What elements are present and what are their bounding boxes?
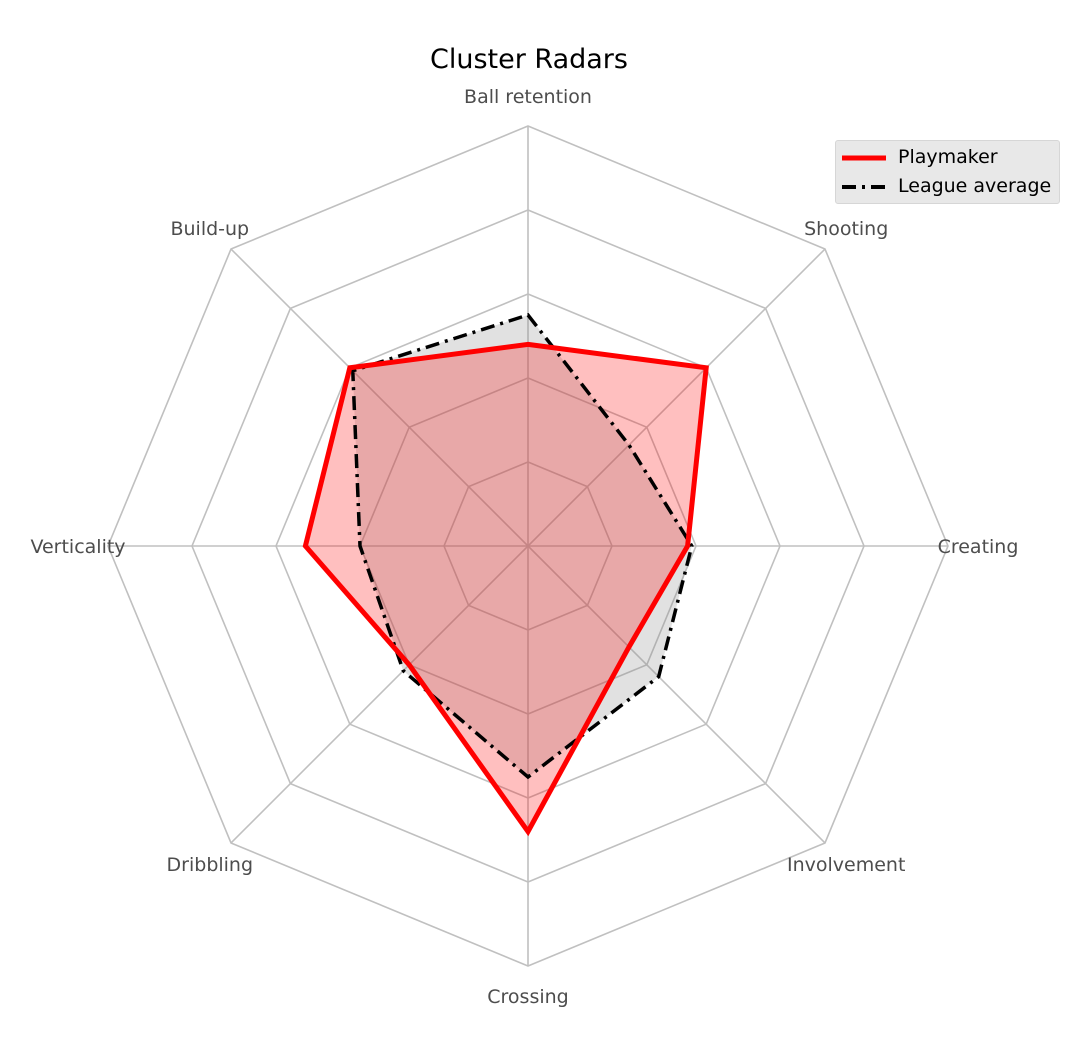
legend-swatch-league-average: [842, 185, 886, 189]
legend-item-playmaker: Playmaker: [836, 143, 1059, 173]
axis-label-involvement: Involvement: [787, 854, 905, 876]
axis-label-crossing: Crossing: [487, 986, 568, 1008]
grid-spoke-4: [527, 545, 826, 844]
chart-title: Cluster Radars: [430, 44, 628, 75]
axis-label-verticality: Verticality: [30, 536, 125, 558]
legend-item-league-average: League average: [836, 172, 1059, 202]
grid-spoke-6: [230, 545, 529, 844]
legend-swatch-playmaker: [842, 155, 886, 161]
legend: Playmaker League average: [835, 140, 1060, 204]
legend-label-league-average: League average: [898, 175, 1052, 197]
series-fill-league-average: [352, 315, 692, 777]
axis-label-ball-retention: Ball retention: [464, 86, 592, 108]
radar-axis-labels: Ball retention Shooting Creating Involvemen…: [30, 86, 1018, 1008]
axis-label-build-up: Build-up: [170, 218, 249, 240]
series-line-league-average: [350, 312, 694, 780]
series-fill-playmaker: [305, 344, 707, 832]
radar-grid: [107, 125, 949, 967]
axis-label-dribbling: Dribbling: [167, 854, 254, 876]
axis-label-creating: Creating: [938, 536, 1019, 558]
radar-series: [302, 312, 709, 837]
grid-spoke-8: [230, 248, 529, 547]
series-line-playmaker: [302, 341, 709, 837]
grid-spoke-2: [527, 248, 826, 547]
axis-label-shooting: Shooting: [804, 218, 888, 240]
legend-label-playmaker: Playmaker: [898, 146, 998, 168]
